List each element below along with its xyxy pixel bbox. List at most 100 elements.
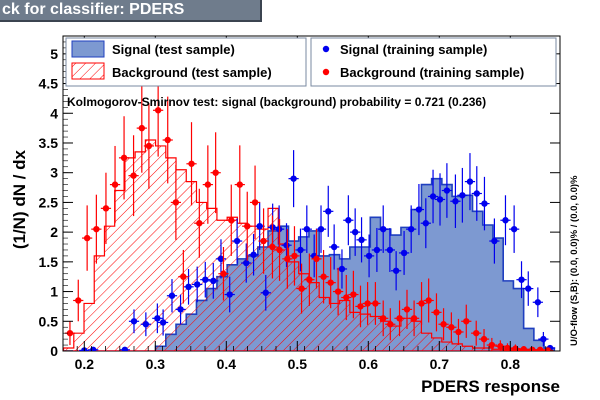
- x-tick-label: 0.8: [501, 356, 521, 372]
- background-training-marker: [83, 234, 91, 242]
- signal-training-point: [371, 227, 383, 272]
- background-training-point: [234, 145, 245, 224]
- background-training-marker: [180, 273, 187, 280]
- x-tick-label: 0.7: [430, 356, 450, 372]
- background-training-point: [311, 229, 322, 289]
- background-training-point: [218, 246, 229, 301]
- signal-training-marker: [400, 249, 408, 257]
- background-training-marker: [164, 136, 171, 144]
- background-training-marker: [357, 303, 364, 310]
- background-training-marker: [440, 321, 447, 328]
- signal-training-point: [241, 243, 252, 283]
- signal-training-point: [128, 309, 140, 334]
- background-training-point: [453, 318, 464, 346]
- background-training-point: [289, 226, 300, 286]
- background-training-point: [226, 184, 237, 256]
- background-training-point: [542, 347, 554, 351]
- signal-training-marker: [297, 246, 304, 254]
- background-training-marker: [172, 199, 180, 206]
- overflow-label: U/O-flow (S,B): (0.0, 0.0)% / (0.0, 0.0)…: [569, 175, 580, 346]
- signal-training-marker: [283, 242, 290, 249]
- background-training-marker: [228, 217, 235, 224]
- signal-training-marker: [168, 292, 176, 299]
- background-training-point: [64, 321, 76, 346]
- signal-training-marker: [250, 251, 257, 258]
- background-training-marker: [463, 318, 470, 325]
- y-tick-label: 5: [50, 46, 58, 62]
- signal-training-marker: [407, 225, 415, 233]
- background-training-marker: [448, 324, 455, 331]
- background-training-point: [73, 279, 84, 322]
- signal-training-point: [192, 266, 203, 303]
- background-training-point: [431, 293, 442, 332]
- signal-training-point: [523, 271, 534, 306]
- signal-training-marker: [130, 318, 138, 325]
- x-tick-label: 0.2: [75, 356, 95, 372]
- background-training-marker: [372, 300, 379, 307]
- background-training-marker: [284, 255, 291, 263]
- background-training-point: [423, 278, 434, 323]
- x-tick-label: 0.5: [288, 356, 308, 372]
- background-training-point: [194, 188, 205, 258]
- background-training-marker: [403, 306, 411, 313]
- background-training-marker: [298, 285, 305, 292]
- background-training-point: [378, 300, 389, 337]
- signal-training-marker: [358, 236, 365, 244]
- background-training-point: [267, 215, 278, 279]
- x-tick-label: 0.3: [146, 356, 166, 372]
- background-training-point: [91, 194, 102, 264]
- background-training-marker: [66, 329, 74, 337]
- background-training-point: [143, 103, 155, 189]
- signal-training-marker: [317, 225, 325, 233]
- signal-training-marker: [380, 225, 387, 233]
- signal-training-point: [175, 294, 186, 325]
- signal-training-point: [254, 202, 265, 250]
- signal-training-point: [323, 185, 334, 237]
- background-training-marker: [313, 255, 320, 263]
- background-training-point: [461, 304, 472, 338]
- signal-training-point: [224, 276, 235, 313]
- signal-training-marker: [351, 228, 359, 236]
- background-training-point: [258, 208, 269, 274]
- background-training-point: [136, 83, 147, 173]
- y-tick-label: 2.5: [39, 194, 59, 210]
- background-training-point: [471, 320, 482, 346]
- signal-training-point: [208, 263, 219, 299]
- y-tick-label: 4.5: [39, 76, 59, 92]
- signal-training-marker: [534, 299, 542, 306]
- background-training-point: [162, 96, 173, 184]
- background-training-marker: [260, 237, 267, 245]
- background-training-point: [318, 249, 329, 304]
- title-bar: ck for classifier: PDERS: [0, 0, 262, 22]
- background-training-point: [304, 253, 315, 306]
- background-training-marker: [276, 246, 283, 254]
- signal-training-point: [457, 167, 468, 223]
- background-training-marker: [410, 315, 418, 322]
- signal-training-marker: [325, 208, 332, 215]
- background-training-marker: [188, 160, 195, 167]
- signal-training-point: [398, 230, 410, 275]
- signal-training-marker: [217, 255, 225, 263]
- signal-training-point: [434, 173, 446, 226]
- signal-training-marker: [142, 321, 150, 328]
- background-training-marker: [102, 205, 110, 212]
- background-training-point: [401, 289, 413, 330]
- signal-training-point: [441, 163, 453, 218]
- signal-training-marker: [290, 175, 297, 182]
- signal-training-marker: [262, 289, 269, 296]
- signal-training-marker: [89, 346, 97, 351]
- y-tick-label: 3: [50, 165, 58, 181]
- legend-signal-test-swatch: [71, 40, 105, 58]
- signal-training-marker: [210, 277, 217, 285]
- signal-training-point: [301, 205, 312, 253]
- background-training-point: [186, 122, 197, 206]
- signal-training-point: [406, 205, 417, 253]
- background-training-marker: [75, 297, 82, 304]
- signal-training-point: [356, 217, 367, 263]
- signal-training-point: [516, 261, 527, 299]
- signal-training-marker: [502, 217, 509, 224]
- background-training-marker: [251, 199, 259, 206]
- signal-training-point: [288, 150, 299, 208]
- background-training-marker: [380, 315, 387, 322]
- y-tick-label: 1.5: [39, 254, 59, 270]
